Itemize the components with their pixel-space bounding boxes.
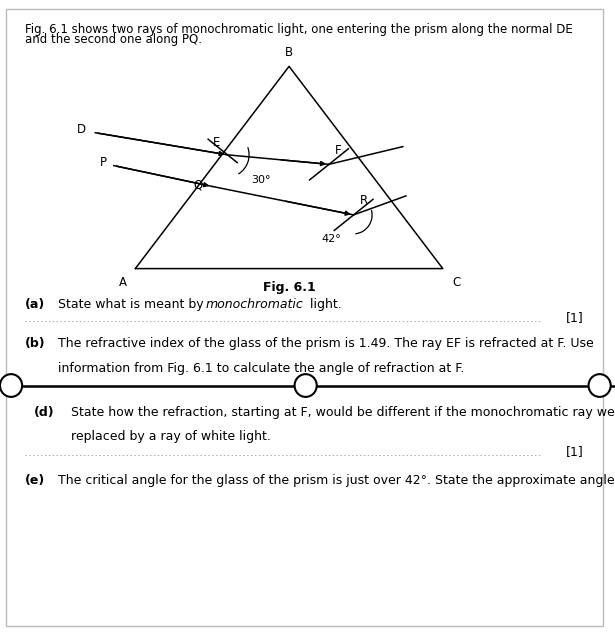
Circle shape bbox=[0, 374, 22, 397]
Text: E: E bbox=[213, 135, 220, 149]
Text: The critical angle for the glass of the prism is just over 42°. State the approx: The critical angle for the glass of the … bbox=[58, 474, 615, 487]
Text: [1]: [1] bbox=[566, 311, 584, 324]
Text: Fig. 6.1: Fig. 6.1 bbox=[263, 281, 315, 295]
Text: [1]: [1] bbox=[566, 445, 584, 458]
Circle shape bbox=[589, 374, 611, 397]
Text: Q: Q bbox=[194, 178, 203, 191]
Text: The refractive index of the glass of the prism is 1.49. The ray EF is refracted : The refractive index of the glass of the… bbox=[58, 337, 594, 351]
Text: F: F bbox=[335, 143, 342, 157]
Text: R: R bbox=[360, 194, 368, 207]
Text: (e): (e) bbox=[25, 474, 45, 487]
Text: 42°: 42° bbox=[322, 234, 341, 244]
Text: B: B bbox=[285, 46, 293, 59]
Text: Fig. 6.1 shows two rays of monochromatic light, one entering the prism along the: Fig. 6.1 shows two rays of monochromatic… bbox=[25, 23, 573, 36]
Text: and the second one along PQ.: and the second one along PQ. bbox=[25, 33, 202, 46]
Text: (b): (b) bbox=[25, 337, 46, 351]
Text: State what is meant by: State what is meant by bbox=[58, 298, 208, 312]
Text: P: P bbox=[100, 156, 106, 169]
Text: D: D bbox=[77, 123, 86, 136]
Text: light.: light. bbox=[306, 298, 342, 312]
Text: C: C bbox=[452, 276, 460, 289]
Text: State how the refraction, starting at F, would be different if the monochromatic: State how the refraction, starting at F,… bbox=[71, 406, 615, 419]
Text: A: A bbox=[119, 276, 127, 289]
Text: 30°: 30° bbox=[251, 175, 271, 185]
FancyBboxPatch shape bbox=[6, 9, 603, 626]
Text: replaced by a ray of white light.: replaced by a ray of white light. bbox=[71, 430, 271, 443]
Text: information from Fig. 6.1 to calculate the angle of refraction at F.: information from Fig. 6.1 to calculate t… bbox=[58, 362, 465, 375]
Text: (d): (d) bbox=[34, 406, 55, 419]
Text: (a): (a) bbox=[25, 298, 45, 312]
Text: monochromatic: monochromatic bbox=[206, 298, 304, 312]
Circle shape bbox=[295, 374, 317, 397]
